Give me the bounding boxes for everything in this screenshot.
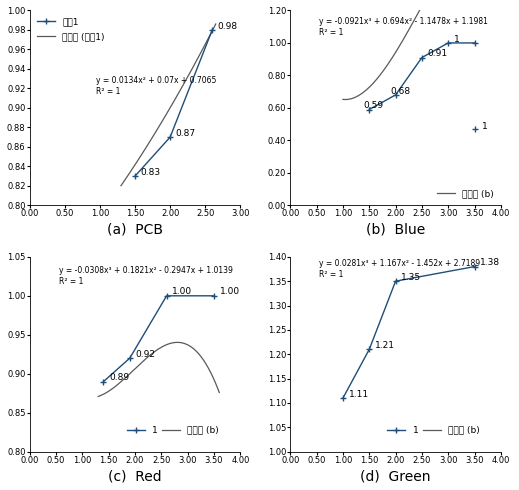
Text: 0.92: 0.92 xyxy=(135,350,155,359)
Text: 1.00: 1.00 xyxy=(172,288,193,296)
Text: 0.89: 0.89 xyxy=(109,373,129,382)
X-axis label: (a)  PCB: (a) PCB xyxy=(107,222,163,237)
Text: 0.91: 0.91 xyxy=(428,49,447,58)
Text: 0.87: 0.87 xyxy=(176,129,196,138)
Text: 1.21: 1.21 xyxy=(375,341,395,350)
Text: 0.68: 0.68 xyxy=(390,87,410,96)
Text: y = 0.0281x³ + 1.167x² - 1.452x + 2.7189
R² = 1: y = 0.0281x³ + 1.167x² - 1.452x + 2.7189… xyxy=(319,259,481,279)
Text: y = 0.0134x² + 0.07x + 0.7065
R² = 1: y = 0.0134x² + 0.07x + 0.7065 R² = 1 xyxy=(97,76,217,96)
Text: 1: 1 xyxy=(482,122,487,131)
Legend: 1, 다항식 (b): 1, 다항식 (b) xyxy=(124,423,222,438)
Text: 1.00: 1.00 xyxy=(220,288,240,296)
X-axis label: (b)  Blue: (b) Blue xyxy=(366,222,425,237)
Text: y = -0.0308x³ + 0.1821x² - 0.2947x + 1.0139
R² = 1: y = -0.0308x³ + 0.1821x² - 0.2947x + 1.0… xyxy=(59,266,233,286)
Legend: 다항식 (b): 다항식 (b) xyxy=(434,186,496,201)
Legend: 계열1, 다항식 (계열1): 계열1, 다항식 (계열1) xyxy=(34,15,107,44)
Text: 0.59: 0.59 xyxy=(364,101,384,110)
Text: 0.98: 0.98 xyxy=(218,22,238,30)
Text: y = -0.0921x³ + 0.694x² - 1.1478x + 1.1981
R² = 1: y = -0.0921x³ + 0.694x² - 1.1478x + 1.19… xyxy=(319,17,488,37)
X-axis label: (c)  Red: (c) Red xyxy=(108,469,162,483)
Text: 1.35: 1.35 xyxy=(401,273,421,282)
X-axis label: (d)  Green: (d) Green xyxy=(360,469,431,483)
Text: 1.11: 1.11 xyxy=(348,390,368,399)
Text: 1: 1 xyxy=(454,34,459,44)
Text: 1.38: 1.38 xyxy=(480,258,500,267)
Legend: 1, 다항식 (b): 1, 다항식 (b) xyxy=(385,423,483,438)
Text: 0.83: 0.83 xyxy=(141,168,161,177)
